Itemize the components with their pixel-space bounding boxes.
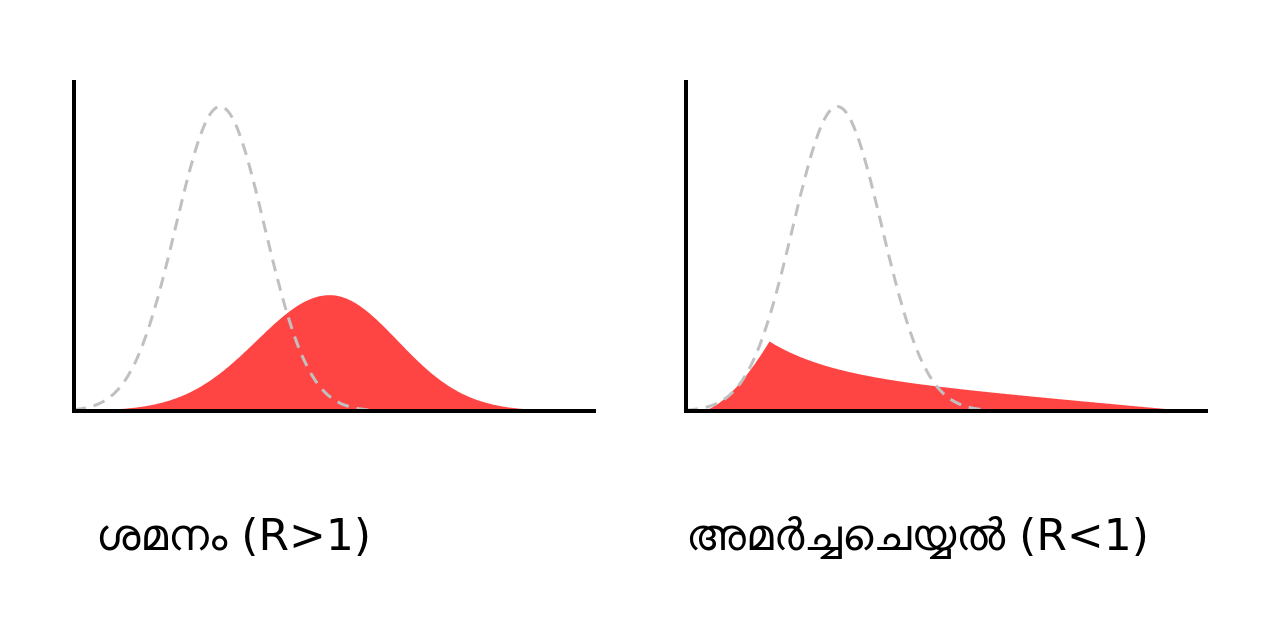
panel-damping	[72, 80, 596, 413]
panel-caption-suppression: അമർച്ചചെയ്യൽ (R<1)	[686, 510, 1149, 561]
filled-distribution-curve	[686, 341, 1208, 411]
panel-caption-damping: ശമനം (R>1)	[96, 510, 372, 561]
filled-distribution-curve	[74, 295, 596, 411]
reference-distribution-curve	[73, 105, 377, 412]
reference-distribution-curve	[685, 104, 989, 412]
panel-suppression	[684, 80, 1208, 413]
